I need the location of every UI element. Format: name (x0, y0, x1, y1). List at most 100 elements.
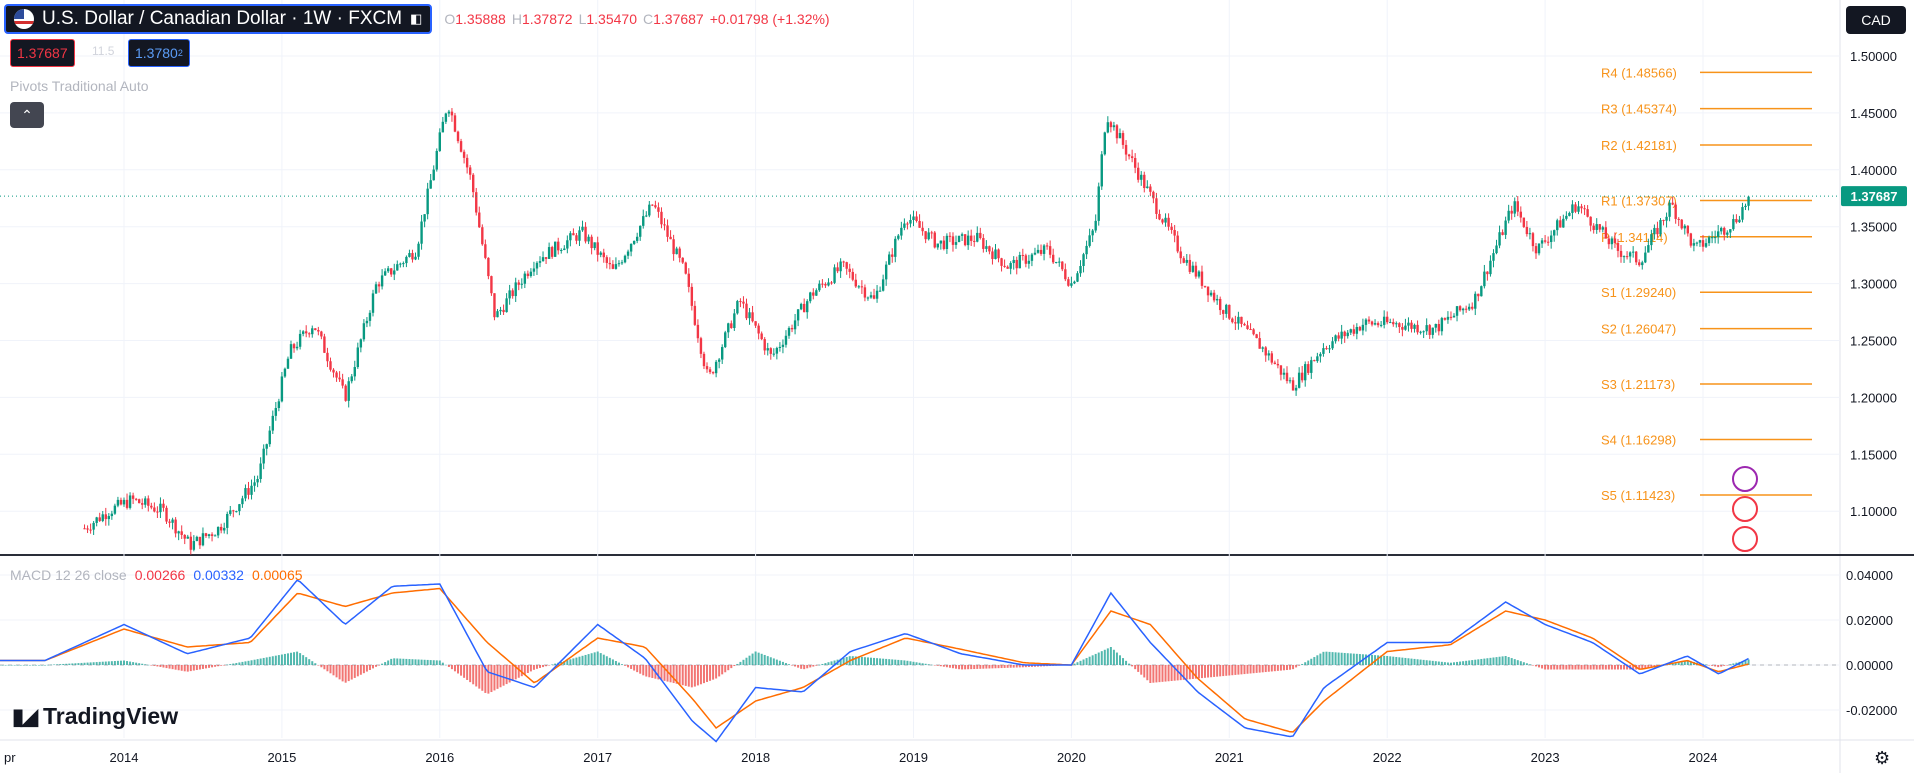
buy-price-button[interactable]: 1.3780 2 (128, 39, 190, 67)
symbol-box[interactable]: U.S. Dollar / Canadian Dollar · 1W · FXC… (4, 4, 433, 34)
candle-body (1382, 316, 1386, 325)
macd-histogram-bar (675, 665, 678, 684)
candle-body (128, 495, 132, 508)
macd-histogram-bar (1592, 665, 1595, 670)
macd-histogram-bar (1213, 665, 1216, 677)
candle-body (399, 263, 402, 265)
macd-histogram-bar (1255, 665, 1258, 673)
candle-body (122, 499, 126, 505)
candle-body (505, 298, 508, 313)
macd-histogram-bar (478, 665, 481, 689)
macd-histogram-bar (350, 665, 353, 680)
chart-type-icon[interactable]: ◧ (410, 11, 423, 26)
candle-body (83, 528, 86, 530)
candle-body (1182, 258, 1185, 263)
macd-histogram-bar (168, 665, 171, 669)
currency-button[interactable]: CAD (1846, 6, 1906, 34)
candle-body (250, 485, 253, 495)
sell-price-button[interactable]: 1.37687 (10, 39, 75, 67)
macd-histogram-bar (1580, 665, 1583, 670)
candle-body (842, 261, 845, 263)
macd-histogram-bar (408, 659, 411, 665)
macd-histogram-bar (1131, 665, 1134, 667)
macd-histogram-bar (41, 665, 44, 666)
macd-histogram-bar (1413, 658, 1416, 665)
candle-body (1401, 327, 1404, 330)
macd-histogram-bar (1246, 665, 1249, 674)
macd-histogram-bar (535, 665, 538, 669)
macd-histogram-bar (1416, 659, 1419, 665)
macd-histogram-bar (405, 658, 408, 665)
high-value: 1.37872 (521, 11, 573, 27)
macd-histogram-bar (195, 665, 198, 671)
macd-histogram-bar (1289, 665, 1292, 670)
candle-body (1118, 133, 1122, 139)
candle-body (903, 223, 906, 228)
candle-body (657, 207, 660, 212)
canada-flag-event-icon (1732, 496, 1758, 522)
macd-histogram-bar (1428, 660, 1431, 665)
candle-body (1534, 246, 1538, 254)
macd-histogram-bar (1468, 660, 1471, 665)
macd-histogram-bar (818, 664, 821, 666)
candle-body (1577, 206, 1580, 212)
price-y-tick: 1.30000 (1850, 277, 1897, 292)
candle-body (1012, 259, 1015, 264)
candle-body (411, 253, 414, 260)
candle-body (538, 261, 542, 263)
macd-histogram-bar (1346, 653, 1349, 665)
macd-histogram-bar (763, 654, 766, 665)
candle-body (1200, 271, 1204, 286)
candle-body (1082, 254, 1085, 266)
settings-gear-icon[interactable]: ⚙ (1874, 748, 1891, 768)
macd-histogram-bar (1340, 652, 1343, 665)
tradingview-logo[interactable]: ▮◢ TradingView (12, 703, 178, 730)
candle-body (1076, 273, 1079, 282)
price-y-tick: 1.20000 (1850, 390, 1897, 405)
candle-body (1133, 158, 1137, 168)
pivot-label: R4 (1.48566) (1601, 65, 1677, 80)
candle-body (1443, 318, 1447, 320)
candle-body (1358, 326, 1362, 331)
candle-body (584, 226, 587, 242)
macd-histogram-bar (1671, 663, 1674, 665)
candle-body (475, 192, 478, 213)
pivots-legend[interactable]: Pivots Traditional Auto (10, 78, 149, 94)
macd-histogram-bar (305, 657, 308, 665)
price-y-tick: 1.35000 (1850, 220, 1897, 235)
candle-body (596, 242, 599, 255)
candle-body (1094, 220, 1097, 231)
macd-histogram-bar (101, 661, 104, 665)
macd-histogram-bar (1647, 665, 1650, 668)
macd-histogram-bar (1583, 665, 1586, 670)
macd-signal-value: 0.00065 (251, 567, 303, 583)
macd-histogram-bar (365, 665, 368, 672)
candle-body (1191, 265, 1195, 272)
macd-histogram-bar (617, 662, 620, 665)
macd-histogram-bar (487, 665, 490, 694)
candle-body (1112, 125, 1116, 128)
us-flag-event-icon (1732, 526, 1758, 552)
macd-histogram-bar (1310, 658, 1313, 665)
macd-histogram-bar (183, 665, 186, 672)
macd-histogram-bar (596, 651, 599, 665)
macd-histogram-bar (721, 665, 724, 675)
macd-histogram-bar (797, 665, 800, 668)
candle-body (1206, 286, 1210, 296)
pivot-label: S2 (1.26047) (1601, 322, 1676, 337)
macd-histogram-bar (706, 665, 709, 682)
collapse-chevron-up-icon[interactable]: ⌃ (10, 102, 44, 128)
candle-body (1668, 202, 1671, 217)
macd-histogram-bar (1188, 665, 1191, 680)
candle-body (520, 283, 523, 285)
candle-body (450, 111, 454, 116)
macd-histogram-bar (879, 658, 882, 665)
candle-body (724, 332, 727, 348)
macd-histogram-bar (1115, 652, 1118, 665)
macd-histogram-bar (1547, 665, 1550, 670)
macd-legend[interactable]: MACD 12 26 close 0.00266 0.00332 0.00065 (10, 567, 303, 583)
macd-histogram-bar (724, 665, 727, 673)
candle-body (869, 295, 873, 298)
price-y-tick: 1.40000 (1850, 163, 1897, 178)
